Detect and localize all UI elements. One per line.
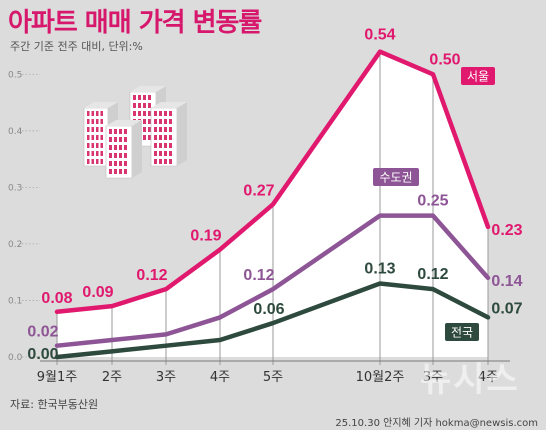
data-label-capital: 0.14	[491, 273, 522, 290]
legend-badge-seoul: 서울	[461, 67, 495, 85]
data-label-seoul: 0.27	[243, 182, 274, 199]
data-label-seoul: 0.08	[41, 290, 72, 307]
x-tick-label: 3주	[423, 370, 443, 385]
data-label-seoul: 0.12	[136, 267, 167, 284]
data-label-national: 0.06	[253, 301, 284, 318]
y-tick-label: 0.1	[8, 296, 22, 306]
page-subtitle: 주간 기준 전주 대비, 단위:%	[10, 40, 143, 53]
apartment-buildings-illustration	[83, 86, 187, 179]
x-tick-label: 5주	[263, 370, 283, 385]
x-tick-label: 2주	[102, 370, 122, 385]
y-tick-label: 0.4	[8, 127, 23, 137]
data-label-national: 0.00	[27, 346, 58, 363]
series-line-seoul	[54, 49, 491, 315]
page-title: 아파트 매매 가격 변동률	[8, 8, 262, 38]
series-line-national	[54, 281, 491, 360]
watermark: 뉴시스	[420, 360, 520, 400]
data-label-seoul: 0.19	[190, 228, 221, 245]
legend-label-capital: 수도권	[379, 171, 412, 185]
y-tick-label: 0.2	[8, 240, 22, 250]
data-label-national: 0.13	[364, 260, 395, 277]
data-label-national: 0.07	[491, 300, 522, 317]
x-tick-label: 10월2주	[356, 370, 405, 385]
y-tick-label: 0.5	[8, 70, 22, 80]
data-label-seoul: 0.09	[82, 284, 113, 301]
credit-line: 25.10.30 안지혜 기자 hokma@newsis.com	[335, 418, 538, 429]
legend-badge-capital: 수도권	[373, 168, 419, 186]
data-label-capital: 0.25	[417, 193, 448, 210]
data-label-seoul: 0.50	[429, 51, 460, 68]
x-tick-label: 4주	[478, 370, 498, 385]
source-note: 자료: 한국부동산원	[10, 398, 99, 411]
series-line-capital	[54, 213, 491, 348]
x-tick-label: 4주	[210, 370, 230, 385]
x-tick-label: 3주	[156, 370, 176, 385]
x-tick-label: 9월1주	[37, 370, 78, 385]
data-label-capital: 0.02	[27, 324, 58, 341]
y-tick-label: 0.0	[8, 353, 23, 363]
legend-label-national: 전국	[451, 326, 473, 340]
legend-badge-national: 전국	[445, 323, 479, 341]
data-label-seoul: 0.23	[491, 222, 522, 239]
data-label-capital: 0.12	[243, 267, 274, 284]
data-label-seoul: 0.54	[364, 27, 395, 44]
y-tick-label: 0.3	[8, 183, 22, 193]
data-label-national: 0.12	[417, 266, 448, 283]
legend-label-seoul: 서울	[467, 70, 489, 84]
